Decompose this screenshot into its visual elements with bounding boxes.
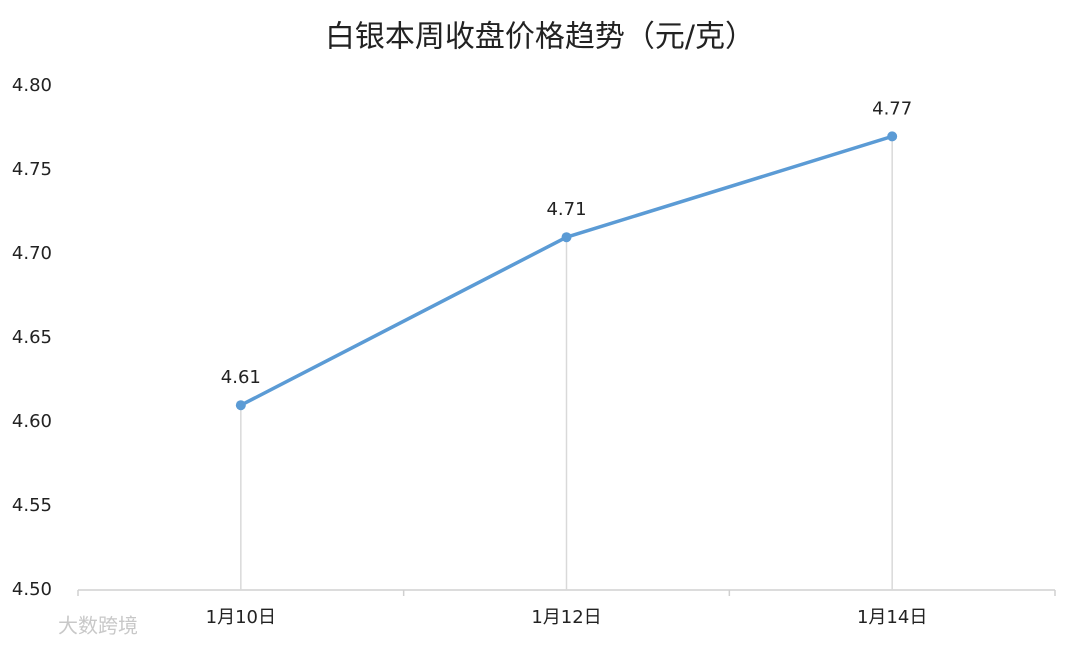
y-tick-label: 4.55 — [12, 495, 52, 516]
point — [887, 131, 898, 142]
data-label: 4.71 — [546, 199, 586, 220]
chart-title: 白银本周收盘价格趋势（元/克） — [325, 20, 755, 55]
x-tick-label: 1月10日 — [206, 607, 276, 628]
data-label: 4.77 — [872, 98, 912, 119]
watermark: 大数跨境 — [58, 614, 138, 638]
y-tick-label: 4.65 — [12, 327, 52, 348]
x-tick-label: 1月12日 — [531, 607, 601, 628]
y-tick-label: 4.70 — [12, 243, 52, 264]
point — [235, 400, 246, 411]
y-tick-label: 4.60 — [12, 411, 52, 432]
y-tick-label: 4.75 — [12, 159, 52, 180]
data-label: 4.61 — [221, 367, 261, 388]
y-tick-label: 4.80 — [12, 75, 52, 96]
x-tick-label: 1月14日 — [857, 607, 927, 628]
y-tick-label: 4.50 — [12, 579, 52, 600]
point — [561, 232, 572, 243]
